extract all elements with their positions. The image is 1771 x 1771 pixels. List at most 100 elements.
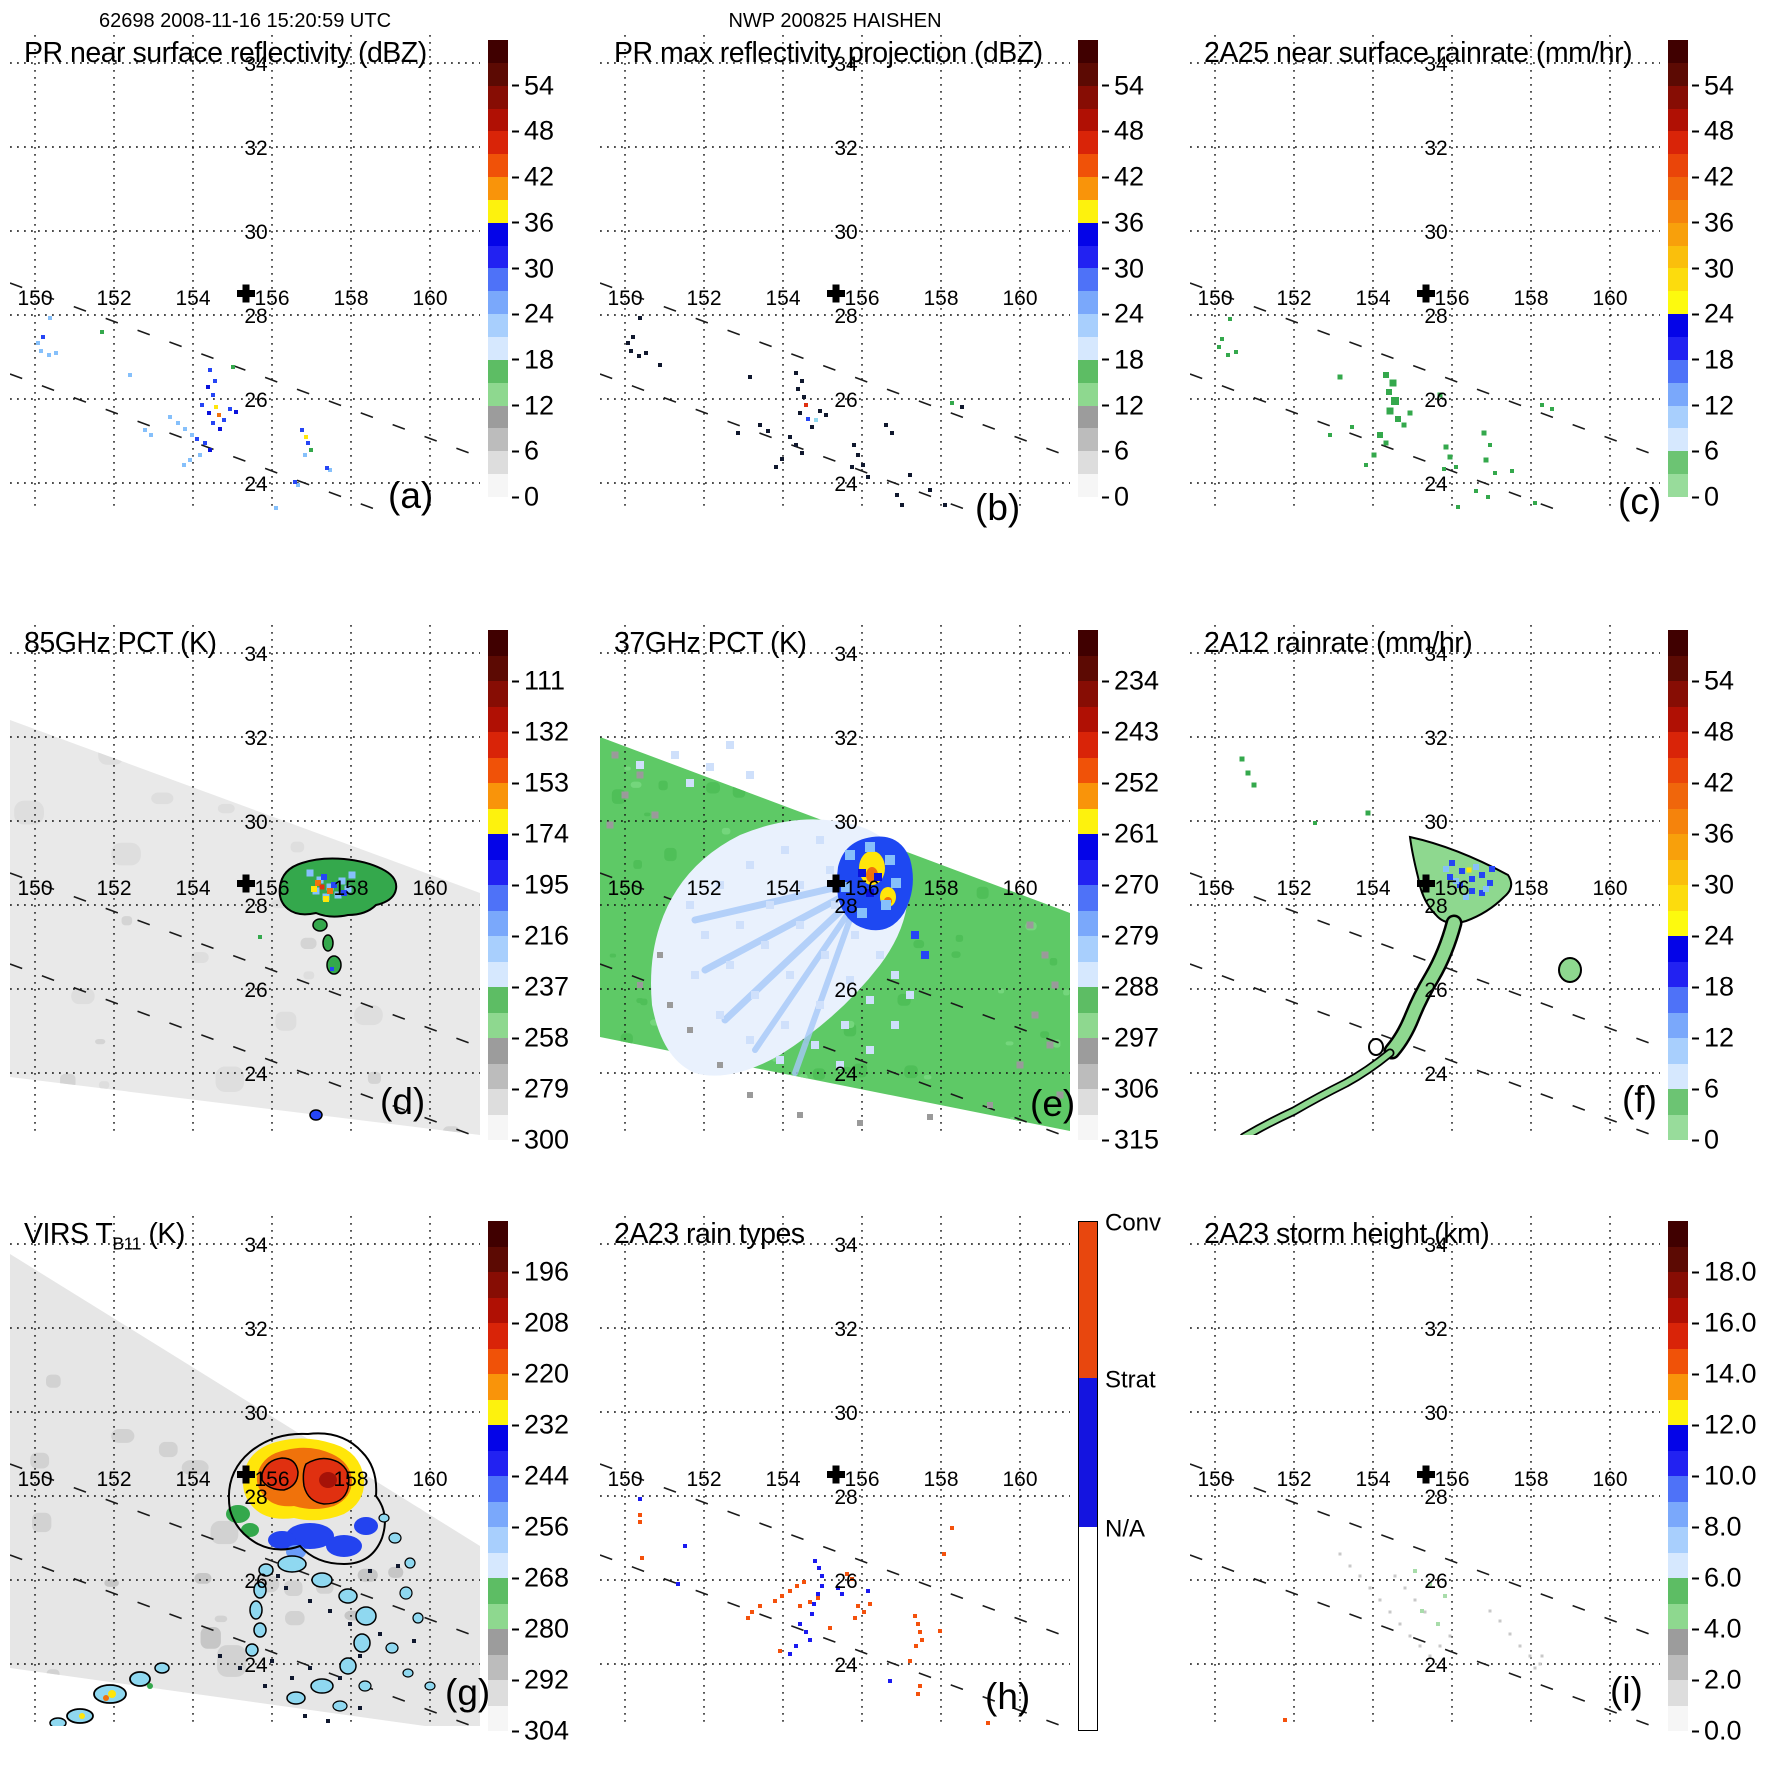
lon-label: 158 [333,877,368,900]
graticule-labels: 150 152 154 156 158 160 34 32 30 28 26 24 [607,53,1037,496]
lon-label: 154 [765,877,800,900]
panel-i: 2A23 storm height (km) 150 152 154 156 158 160… [1190,1216,1771,1746]
storm-center-cross [1417,874,1435,893]
data-features [1239,756,1582,1135]
colorbar-panel-c: 54 48 42 36 30 24 18 12 6 0 [1668,40,1734,512]
colorbar-tick-label: 54 [1692,666,1734,697]
colorbar-segment [1078,1114,1098,1140]
lat-label: 32 [244,727,267,750]
lon-label: 150 [1197,287,1232,310]
panel-title: 37GHz PCT (K) [614,627,807,659]
lat-label: 30 [244,221,267,244]
colorbar-segment [1668,1399,1688,1425]
colorbar-segment [1668,732,1688,758]
colorbar-tick-label: 196 [512,1257,569,1288]
colorbar-tick-label: 111 [512,666,565,697]
lon-label: 154 [1355,287,1390,310]
colorbar-segment [488,1705,508,1731]
colorbar-segment [488,428,508,452]
colorbar-tick-label: 24 [1692,299,1734,330]
pr-swath-edges [1190,282,1660,510]
colorbar-segment [1078,1089,1098,1115]
lat-label: 28 [1424,1486,1447,1509]
colorbar-segment [1668,428,1688,452]
colorbar-segment [1668,808,1688,834]
colorbar-segment [488,154,508,178]
colorbar-segment [1078,910,1098,936]
sensor-swath [10,720,480,1135]
colorbar-segment [1668,936,1688,962]
colorbar-segment [1078,1012,1098,1038]
colorbar-tick-label: 42 [1102,162,1144,193]
map-panel-i: 150 152 154 156 158 160 34 32 30 28 26 24 [1190,1216,1660,1726]
colorbar-segment [1668,706,1688,732]
lon-label: 154 [175,1468,210,1491]
colorbar-tick-label: 216 [512,921,569,952]
colorbar-tick-label: 12.0 [1692,1410,1757,1441]
colorbar-tick-label: 8.0 [1692,1512,1742,1543]
colorbar-tick-label: 132 [512,717,569,748]
colorbar-segment [1078,732,1098,758]
panel-letter: (i) [1610,1670,1643,1711]
lat-label: 26 [1424,979,1447,1002]
colorbar-tick-label: 279 [1102,921,1159,952]
lat-label: 32 [244,1318,267,1341]
colorbar-segment [488,131,508,155]
colorbar-segment [1078,405,1098,429]
colorbar-segment [1668,314,1688,337]
map-panel-f: 150 152 154 156 158 160 34 32 30 28 26 24 [1190,625,1660,1135]
colorbar-segment [1668,382,1688,406]
colorbar-segment [1668,359,1688,383]
lat-label: 28 [834,895,857,918]
colorbar-segment [488,1654,508,1680]
colorbar-segment [488,1374,508,1400]
colorbar-segment [1078,199,1098,223]
colorbar-tick-label: 280 [512,1614,569,1645]
colorbar-segment [1668,1246,1688,1272]
lon-label: 160 [1592,1468,1627,1491]
colorbar-segment [1668,885,1688,911]
colorbar-segment [488,451,508,475]
data-features [1217,317,1554,509]
colorbar-tick-label: 0 [512,482,539,513]
colorbar-tick-label: 2.0 [1692,1665,1742,1696]
panel-f: 2A12 rainrate (mm/hr) 150 152 154 156 158 160 3… [1190,625,1771,1155]
map-panel-h: 150 152 154 156 158 160 34 32 30 28 26 24 [600,1216,1070,1726]
panel-h: 2A23 rain types 150 152 154 156 158 160 34 32 30 2… [600,1209,1185,1736]
colorbar-segment [1668,1450,1688,1476]
colorbar-tick-label: 6 [1692,436,1719,467]
colorbar-segment [1668,405,1688,429]
map-panel-b: 150 152 154 156 158 160 34 32 30 28 26 24 [600,35,1070,510]
lon-label: 152 [1276,287,1311,310]
colorbar-segment [1668,177,1688,200]
colorbar-tick-label: 10.0 [1692,1461,1757,1492]
colorbar-segment [1078,154,1098,178]
lat-label: 34 [244,1234,268,1257]
colorbar-tick-label: 48 [512,116,554,147]
colorbar-segment [1668,62,1688,86]
lon-label: 156 [254,1468,289,1491]
lat-label: 28 [1424,305,1447,328]
graticule [10,1216,480,1726]
colorbar-segment [1668,154,1688,178]
lon-label: 160 [412,287,447,310]
colorbar-segment [1668,1114,1688,1140]
colorbar-segment [1668,783,1688,809]
panel-title: VIRS TB11 (K) [24,1218,185,1254]
colorbar-segment [488,1578,508,1604]
lat-label: 32 [834,727,857,750]
lat-label: 28 [244,1486,267,1509]
colorbar-segment [1668,108,1688,132]
colorbar-tick-label: 4.0 [1692,1614,1742,1645]
pr-swath-edges [600,1463,1070,1726]
colorbar-segment [488,1680,508,1706]
colorbar-segment [1078,783,1098,809]
colorbar-segment [488,987,508,1013]
lat-label: 28 [244,895,267,918]
colorbar-segment [1668,1425,1688,1451]
colorbar-panel-g: 196 208 220 232 244 256 268 280 292 304 [488,1221,569,1746]
rain-type-segment [1079,1222,1097,1379]
data-features [638,1497,990,1725]
lon-label: 158 [333,287,368,310]
colorbar-segment [488,1629,508,1655]
